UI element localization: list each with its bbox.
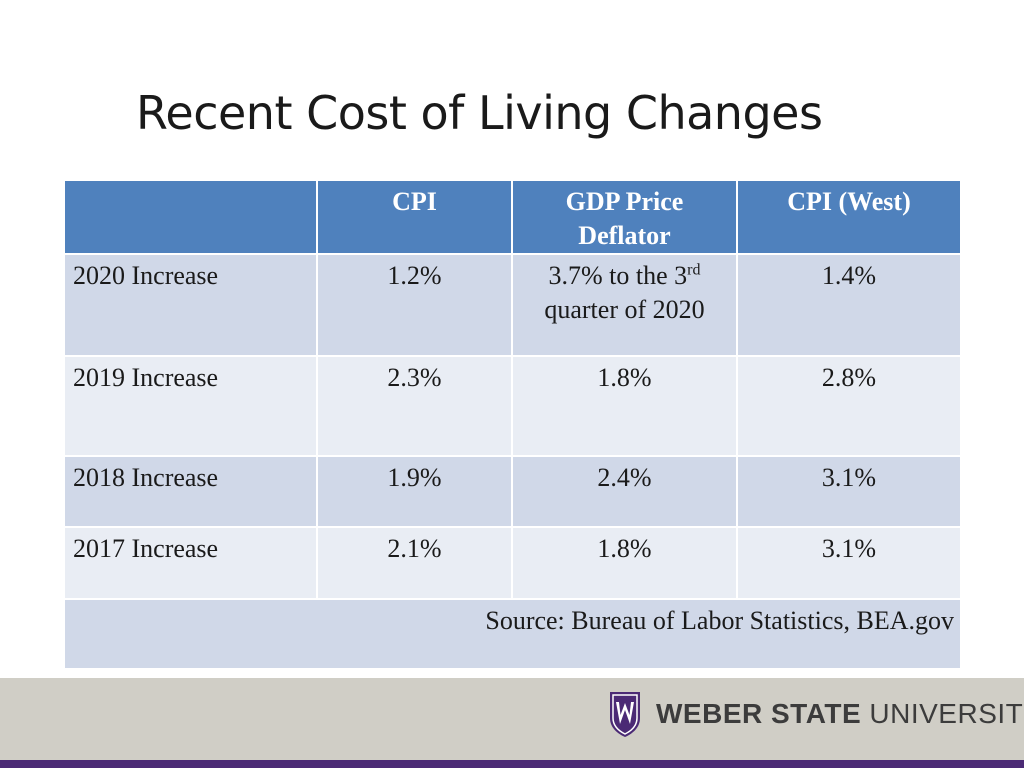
cpi-value: 1.2% (316, 253, 513, 357)
footer-band (0, 678, 1024, 760)
table-row: 2017 Increase 2.1% 1.8% 3.1% (63, 526, 962, 600)
row-label: 2019 Increase (63, 355, 318, 457)
logo-bold-text: WEBER STATE (656, 698, 862, 729)
table-row: 2020 Increase 1.2% 3.7% to the 3rd quarte… (63, 253, 962, 357)
gdp-value: 3.7% to the 3rd quarter of 2020 (511, 253, 738, 357)
gdp-value: 1.8% (511, 355, 738, 457)
cost-of-living-table: CPI GDP Price Deflator CPI (West) 2020 I… (63, 179, 962, 670)
footer-strip (0, 760, 1024, 768)
header-cell-cpi: CPI (316, 179, 513, 255)
header-cell-gdp: GDP Price Deflator (511, 179, 738, 255)
cpi-value: 2.1% (316, 526, 513, 600)
cpi-west-value: 2.8% (736, 355, 962, 457)
shield-icon (610, 692, 640, 737)
cpi-west-value: 3.1% (736, 526, 962, 600)
cpi-west-value: 3.1% (736, 455, 962, 528)
cpi-value: 1.9% (316, 455, 513, 528)
row-label: 2020 Increase (63, 253, 318, 357)
slide-title: Recent Cost of Living Changes (136, 86, 823, 140)
header-cell-cpi-west: CPI (West) (736, 179, 962, 255)
gdp-value-main: 3.7% to the 3 (548, 261, 688, 290)
cpi-value: 2.3% (316, 355, 513, 457)
gdp-value: 2.4% (511, 455, 738, 528)
table-header-row: CPI GDP Price Deflator CPI (West) (63, 179, 962, 255)
gdp-value-sup: rd (687, 261, 701, 279)
table-row: 2018 Increase 1.9% 2.4% 3.1% (63, 455, 962, 528)
row-label: 2017 Increase (63, 526, 318, 600)
source-row: Source: Bureau of Labor Statistics, BEA.… (63, 598, 962, 670)
header-cell-empty (63, 179, 318, 255)
gdp-value: 1.8% (511, 526, 738, 600)
source-note: Source: Bureau of Labor Statistics, BEA.… (63, 598, 962, 670)
gdp-value-line2: quarter of 2020 (544, 295, 705, 324)
header-gdp-text: GDP Price Deflator (565, 187, 684, 250)
row-label: 2018 Increase (63, 455, 318, 528)
cpi-west-value: 1.4% (736, 253, 962, 357)
logo-wordmark: WEBER STATE UNIVERSITY (656, 698, 1024, 730)
logo-regular-text: UNIVERSITY (869, 698, 1024, 729)
university-logo: WEBER STATE UNIVERSITY (608, 690, 1024, 738)
table-row: 2019 Increase 2.3% 1.8% 2.8% (63, 355, 962, 457)
